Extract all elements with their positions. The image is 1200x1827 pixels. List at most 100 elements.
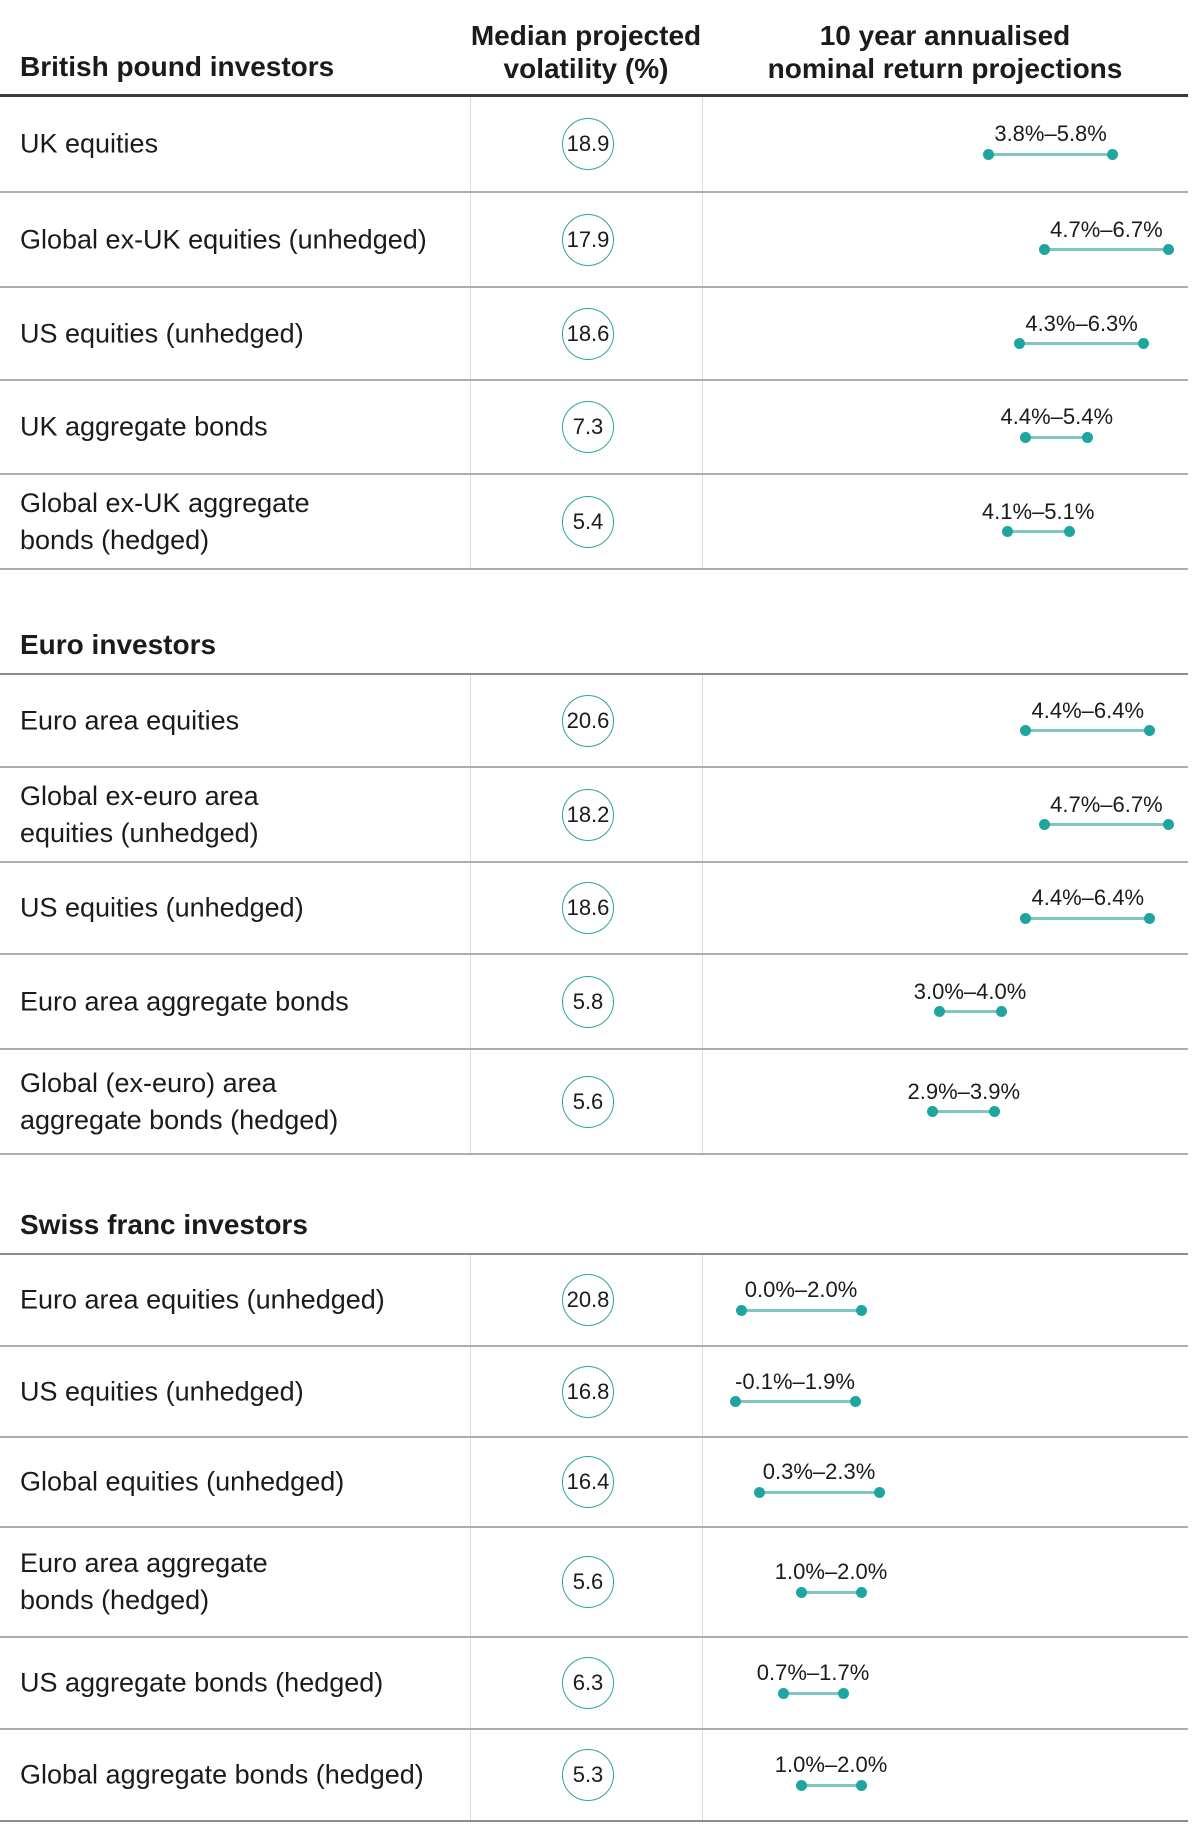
range-dot-max (1138, 338, 1150, 349)
column-divider (702, 768, 703, 861)
return-range: 0.7%–1.7% (757, 1660, 869, 1699)
range-label: 3.8%–5.8% (994, 121, 1107, 146)
range-label: 4.4%–6.4% (1031, 885, 1145, 910)
return-range: 4.7%–6.7% (1038, 792, 1174, 831)
table-row: Global ex-UK equities (unhedged) 17.9 4.7%… (0, 193, 1188, 288)
range-line (932, 1110, 995, 1113)
column-divider (702, 1438, 703, 1526)
table-row: Global aggregate bonds (hedged) 5.3 1.0%–2… (0, 1730, 1188, 1822)
asset-label: Euro area aggregate bonds (hedged) (20, 1548, 268, 1615)
table-row: Global ex-euro area equities (unhedged) 1… (0, 768, 1188, 863)
range-dot-min (735, 1304, 747, 1316)
range-dot-min (1020, 431, 1032, 443)
return-range: 4.7%–6.7% (1038, 217, 1174, 256)
range-dot-max (855, 1779, 867, 1791)
column-divider (470, 1730, 471, 1820)
table-row: Global (ex-euro) area aggregate bonds (h… (0, 1050, 1188, 1155)
range-line (1025, 435, 1088, 439)
range-dot-max (1144, 725, 1156, 736)
range-dot-min (1038, 244, 1050, 255)
range-dot-max (849, 1396, 861, 1407)
asset-label: UK aggregate bonds (20, 411, 268, 442)
range-line (1044, 248, 1169, 251)
range-label: 4.7%–6.7% (1050, 216, 1163, 242)
range-dot-max (837, 1687, 849, 1699)
asset-label: Euro area aggregate bonds (20, 986, 349, 1016)
range-dot-max (1144, 912, 1156, 924)
asset-label: US aggregate bonds (hedged) (20, 1667, 384, 1698)
asset-label: Euro area equities (unhedged) (20, 1284, 385, 1315)
volatility-badge: 20.8 (562, 1274, 614, 1326)
column-divider (470, 675, 471, 766)
column-divider (470, 475, 471, 568)
range-dot-min (927, 1106, 939, 1117)
asset-label: Global aggregate bonds (hedged) (20, 1759, 424, 1790)
volatility-badge: 7.3 (562, 401, 614, 453)
column-divider (702, 1347, 703, 1436)
range-label: -0.1%–1.9% (735, 1368, 855, 1394)
volatility-badge: 5.8 (562, 975, 614, 1028)
table-row: US aggregate bonds (hedged) 6.3 0.7%–1.7% (0, 1638, 1188, 1730)
range-dot-max (995, 1006, 1007, 1017)
asset-label: Global ex-UK aggregate bonds (hedged) (20, 487, 310, 555)
range-label: 3.0%–4.0% (913, 978, 1027, 1004)
column-divider (470, 768, 471, 861)
range-dot-min (933, 1006, 945, 1017)
range-label: 2.9%–3.9% (907, 1078, 1021, 1104)
range-line (801, 1590, 861, 1594)
asset-label: Global ex-euro area equities (unhedged) (20, 780, 259, 848)
range-line (1007, 530, 1070, 533)
range-dot-max (1107, 148, 1119, 160)
range-label: 1.0%–2.0% (774, 1559, 888, 1584)
range-line (783, 1691, 843, 1695)
column-divider (470, 193, 471, 286)
range-dot-max (855, 1586, 867, 1598)
table-header-row: British pound investors Median projected… (0, 0, 1188, 97)
range-line (1019, 342, 1144, 345)
range-line (741, 1308, 861, 1312)
column-divider (470, 1638, 471, 1728)
range-dot-min (729, 1396, 741, 1407)
range-dot-min (1020, 912, 1032, 924)
volatility-badge: 16.8 (562, 1365, 614, 1418)
column-divider (702, 475, 703, 568)
column-divider (702, 1638, 703, 1728)
return-range: 4.1%–5.1% (982, 499, 1094, 538)
column-divider (470, 381, 471, 473)
range-label: 1.0%–2.0% (774, 1752, 888, 1777)
volatility-badge: 17.9 (562, 213, 614, 266)
column-divider (702, 381, 703, 473)
range-dot-min (1001, 526, 1013, 537)
range-dot-max (989, 1106, 1001, 1117)
column-divider (470, 863, 471, 953)
asset-label: Global ex-UK equities (unhedged) (20, 224, 427, 254)
volatility-badge: 5.4 (562, 495, 614, 548)
column-divider (470, 1255, 471, 1345)
table-row: UK aggregate bonds 7.3 4.4%–5.4% (0, 381, 1188, 475)
return-range: 1.0%–2.0% (775, 1752, 887, 1791)
column-header-volatility: Median projected volatility (%) (470, 20, 702, 84)
range-label: 0.7%–1.7% (756, 1660, 870, 1685)
return-range: 1.0%–2.0% (775, 1559, 887, 1598)
volatility-badge: 5.6 (562, 1556, 614, 1608)
range-label: 4.4%–5.4% (1000, 404, 1114, 429)
table-row: Euro area equities (unhedged) 20.8 0.0%–2.… (0, 1255, 1188, 1347)
range-line (801, 1783, 861, 1787)
table-row: Euro area aggregate bonds 5.8 3.0%–4.0% (0, 955, 1188, 1050)
volatility-badge: 20.6 (562, 694, 614, 747)
column-header-return-projections: 10 year annualised nominal return projec… (767, 20, 1123, 84)
asset-label: UK equities (20, 128, 159, 159)
column-divider (702, 955, 703, 1048)
volatility-badge: 18.6 (562, 307, 614, 360)
range-line (988, 152, 1113, 156)
range-dot-max (855, 1304, 867, 1316)
column-divider (702, 1528, 703, 1636)
return-range: -0.1%–1.9% (729, 1369, 861, 1408)
return-range: 2.9%–3.9% (908, 1079, 1020, 1118)
range-dot-min (753, 1486, 765, 1498)
column-divider (702, 1255, 703, 1345)
range-line (1025, 916, 1150, 920)
table-row: US equities (unhedged) 16.8 -0.1%–1.9% (0, 1347, 1188, 1438)
table-row: Euro area equities 20.6 4.4%–6.4% (0, 675, 1188, 768)
